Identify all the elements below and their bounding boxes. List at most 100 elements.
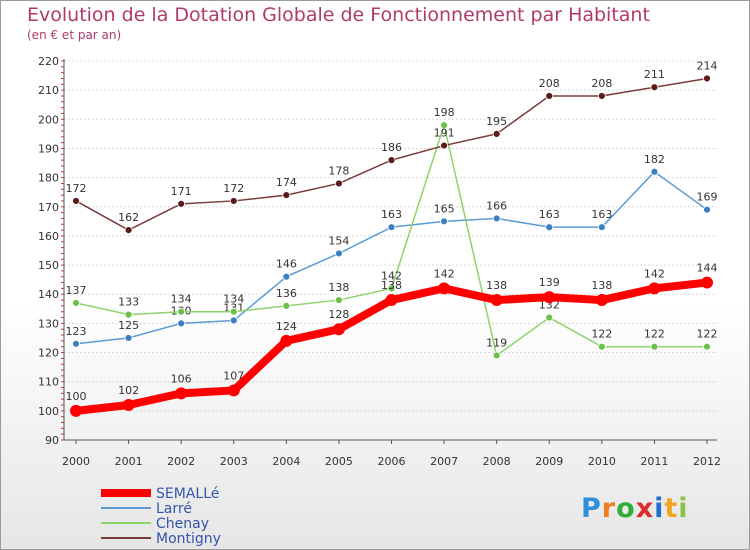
y-tick-label-110: 110 [38, 376, 59, 389]
data-label-semall-: 142 [644, 267, 665, 280]
data-point-chenay [440, 121, 448, 130]
data-label-montigny: 195 [486, 115, 507, 128]
data-label-semall-: 100 [66, 390, 87, 403]
data-label-larr-: 182 [644, 153, 665, 166]
y-tick-label-180: 180 [38, 172, 59, 185]
data-label-semall-: 124 [276, 320, 297, 333]
x-tick-label-2011: 2011 [640, 455, 668, 468]
data-point-larr- [124, 334, 133, 342]
x-tick-label-2005: 2005 [325, 455, 353, 468]
data-point-chenay [335, 296, 343, 304]
data-point-larr- [282, 272, 291, 281]
data-point-larr- [387, 223, 396, 232]
legend-label-montigny: Montigny [156, 531, 221, 547]
data-point-montigny [229, 197, 238, 205]
data-point-montigny [282, 191, 291, 200]
data-label-larr-: 169 [697, 191, 718, 204]
data-label-larr-: 146 [276, 258, 297, 271]
data-point-montigny [387, 156, 396, 165]
y-tick-label-120: 120 [38, 347, 59, 360]
logo-letter: P [581, 493, 602, 524]
data-point-montigny [703, 74, 711, 83]
logo-letter: o [616, 493, 636, 524]
x-tick-label-2010: 2010 [588, 455, 616, 468]
data-label-montigny: 162 [118, 211, 139, 224]
y-tick-label-100: 100 [38, 405, 59, 418]
logo-letter: i [678, 493, 689, 524]
x-tick-label-2012: 2012 [693, 455, 721, 468]
data-label-semall-: 142 [434, 267, 455, 280]
y-tick-label-150: 150 [38, 259, 59, 272]
x-tick-label-2000: 2000 [62, 455, 90, 468]
data-label-montigny: 214 [697, 59, 718, 72]
data-point-montigny [545, 92, 554, 100]
y-tick-label-170: 170 [38, 201, 59, 214]
y-tick-label-160: 160 [38, 230, 59, 243]
data-point-semall- [122, 399, 135, 412]
data-point-semall- [648, 282, 661, 295]
data-label-chenay: 198 [434, 106, 455, 119]
data-point-montigny [650, 83, 659, 92]
data-point-chenay [177, 307, 186, 316]
x-tick-label-2007: 2007 [430, 455, 458, 468]
x-tick-label-2004: 2004 [272, 455, 300, 468]
data-label-montigny: 211 [644, 68, 665, 81]
data-label-chenay: 119 [486, 336, 507, 349]
data-point-semall- [438, 282, 451, 295]
logo-letter: i [654, 493, 665, 524]
data-label-montigny: 172 [223, 182, 244, 195]
data-point-montigny [335, 179, 343, 188]
data-label-larr-: 163 [381, 208, 402, 221]
data-label-chenay: 122 [591, 328, 612, 341]
data-point-semall- [543, 291, 556, 304]
data-label-montigny: 208 [591, 77, 612, 90]
legend-label-chenay: Chenay [156, 516, 209, 532]
data-label-larr-: 166 [486, 199, 507, 212]
x-tick-label-2008: 2008 [483, 455, 511, 468]
x-tick-label-2006: 2006 [378, 455, 406, 468]
data-point-semall- [701, 276, 713, 289]
y-tick-label-90: 90 [45, 434, 59, 447]
data-point-montigny [177, 199, 186, 208]
data-point-semall- [70, 404, 82, 417]
y-tick-label-210: 210 [38, 84, 59, 97]
data-point-chenay [124, 310, 133, 319]
data-label-chenay: 132 [539, 299, 560, 312]
data-point-chenay [229, 307, 238, 316]
data-label-chenay: 133 [118, 296, 139, 309]
data-point-chenay [72, 299, 80, 307]
data-label-larr-: 125 [118, 319, 139, 332]
x-tick-label-2009: 2009 [535, 455, 563, 468]
data-label-semall-: 138 [381, 279, 402, 292]
data-label-larr-: 123 [66, 325, 87, 338]
data-point-larr- [177, 319, 186, 328]
data-point-semall- [595, 294, 608, 307]
data-point-montigny [597, 92, 606, 100]
data-label-chenay: 137 [66, 284, 87, 297]
data-point-semall- [490, 294, 503, 307]
data-point-semall- [280, 334, 293, 347]
data-point-chenay [703, 342, 711, 351]
chart-subtitle: (en € et par an) [27, 28, 122, 42]
data-point-chenay [492, 351, 501, 360]
data-label-larr-: 165 [434, 202, 455, 215]
data-label-chenay: 142 [381, 269, 402, 282]
data-point-semall- [227, 384, 240, 397]
data-label-montigny: 208 [539, 77, 560, 90]
data-label-larr-: 163 [591, 208, 612, 221]
data-label-semall-: 107 [223, 369, 244, 382]
y-tick-label-190: 190 [38, 142, 59, 155]
data-point-larr- [597, 223, 606, 232]
data-label-montigny: 178 [328, 164, 349, 177]
legend-label-larr-: Larré [156, 501, 192, 517]
data-label-montigny: 171 [171, 185, 192, 198]
data-point-larr- [703, 205, 711, 214]
data-point-larr- [335, 249, 343, 258]
data-point-chenay [545, 313, 554, 322]
data-point-montigny [124, 226, 133, 234]
data-point-larr- [545, 223, 554, 232]
data-label-chenay: 138 [328, 281, 349, 294]
data-point-montigny [440, 141, 448, 150]
